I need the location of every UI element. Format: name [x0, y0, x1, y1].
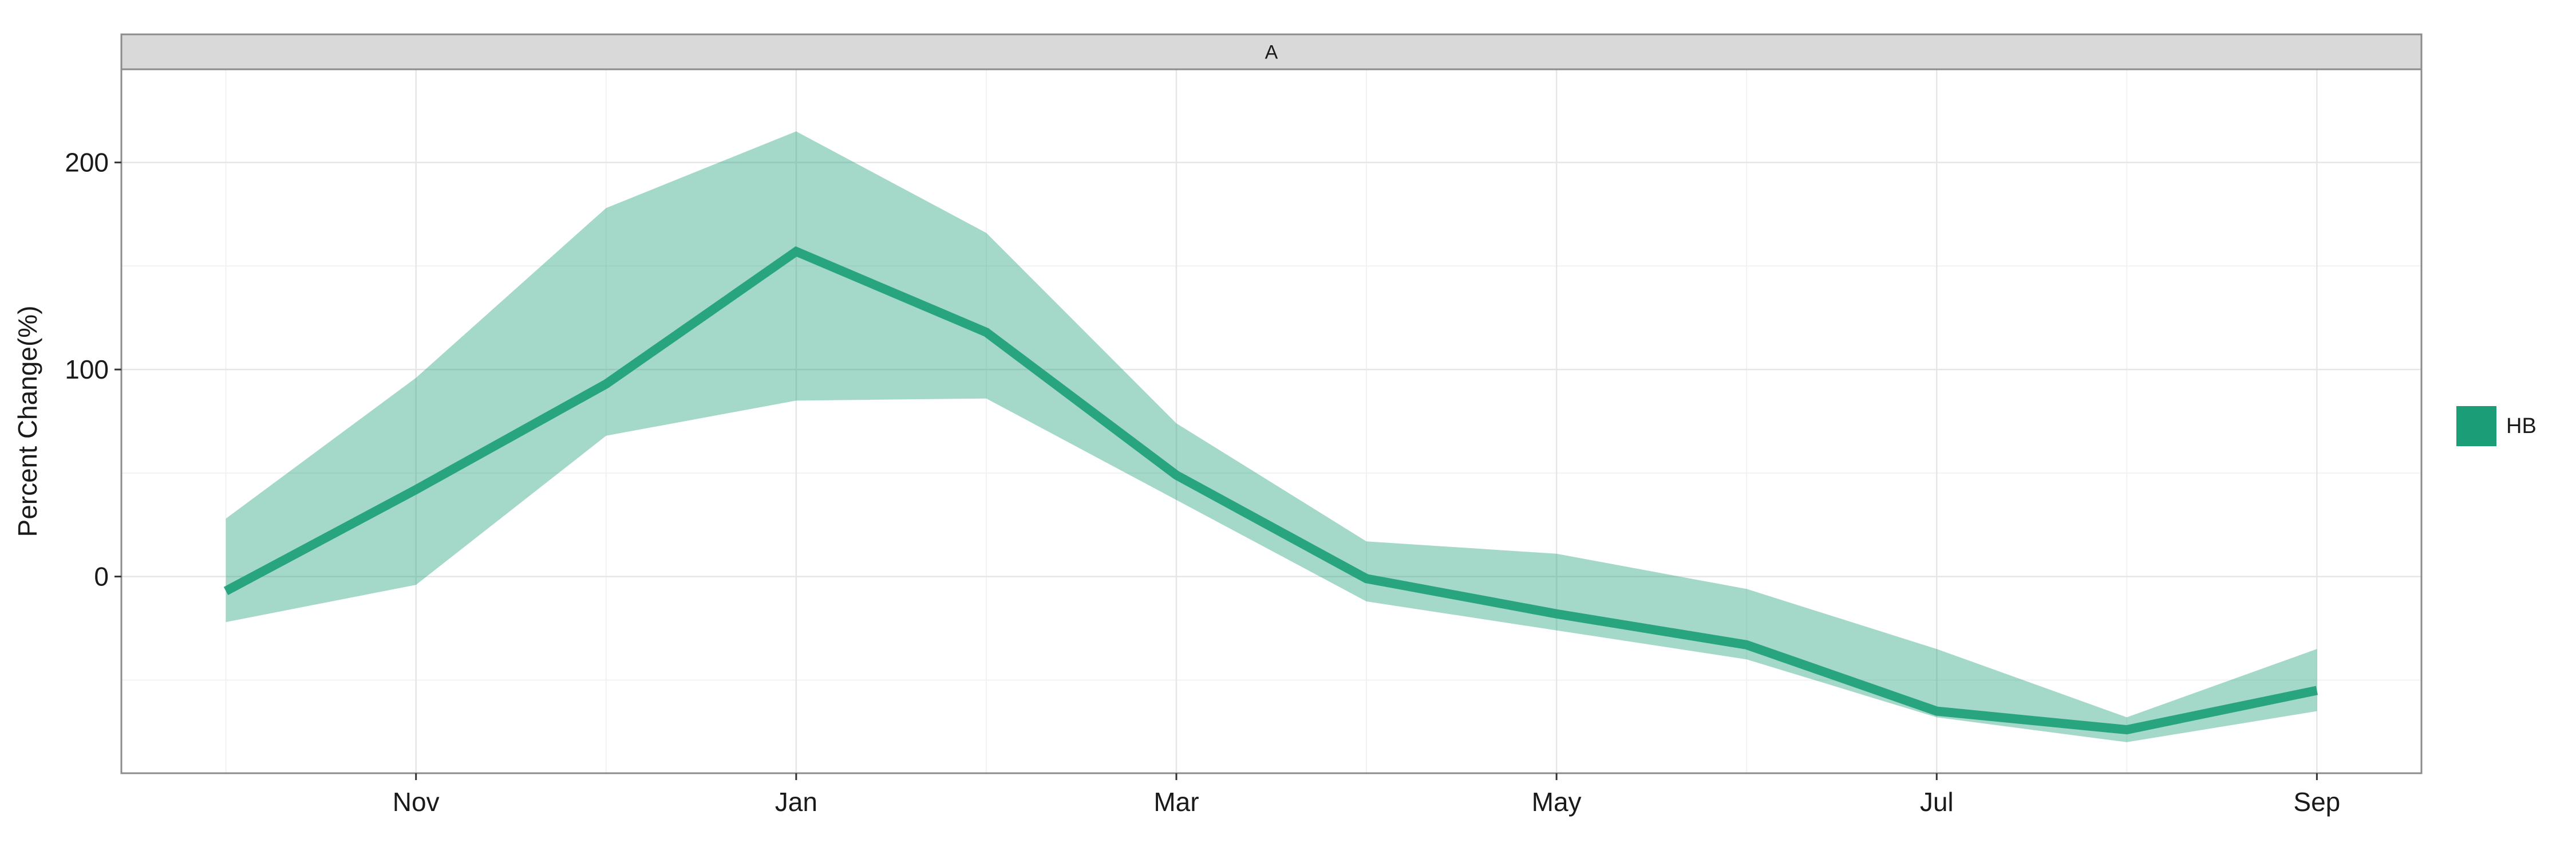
y-tick-label: 0	[94, 562, 109, 592]
x-tick-label: Jul	[1920, 787, 1954, 817]
y-tick-label: 100	[65, 355, 109, 384]
facet-label: A	[1265, 42, 1278, 64]
x-tick-label: Mar	[1153, 787, 1199, 817]
facet-strip	[120, 33, 2423, 70]
x-tick-label: Nov	[393, 787, 440, 817]
x-tick-label: May	[1532, 787, 1582, 817]
y-tick-label: 200	[65, 148, 109, 178]
x-tick-label: Jan	[775, 787, 817, 817]
x-tick-label: Sep	[2293, 787, 2340, 817]
legend-label: HB	[2506, 414, 2537, 438]
plot-panel	[121, 69, 2421, 773]
y-axis-title: Percent Change(%)	[13, 306, 42, 537]
series-line	[223, 246, 2318, 735]
legend-key	[2455, 405, 2498, 447]
